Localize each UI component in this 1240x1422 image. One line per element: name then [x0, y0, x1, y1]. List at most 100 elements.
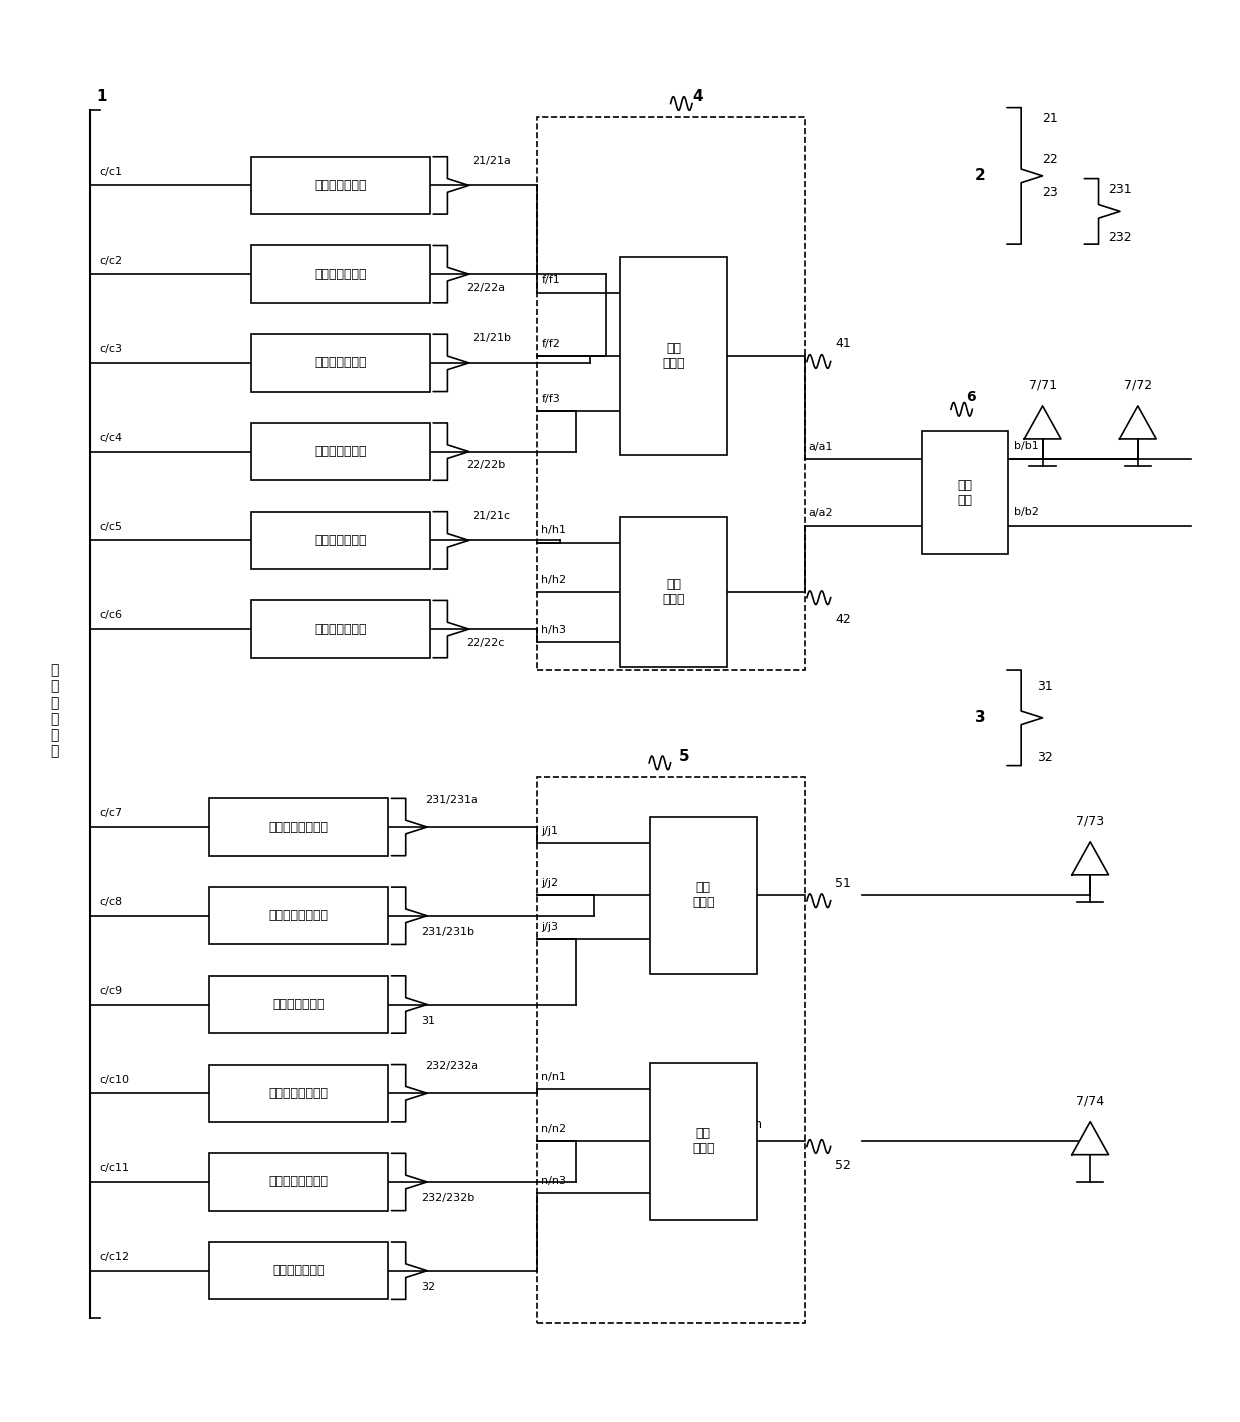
- Text: 7/72: 7/72: [1123, 378, 1152, 392]
- Text: 第一射频收发器: 第一射频收发器: [314, 533, 367, 547]
- Text: 231/231b: 231/231b: [422, 927, 474, 937]
- Text: 232: 232: [1109, 230, 1132, 243]
- Text: 232/232a: 232/232a: [425, 1061, 477, 1071]
- Text: j/j3: j/j3: [542, 921, 558, 931]
- Text: c/c4: c/c4: [99, 432, 123, 444]
- Text: 第二子分集接收器: 第二子分集接收器: [269, 1176, 329, 1189]
- Bar: [250, 334, 429, 391]
- Text: c/c6: c/c6: [99, 610, 123, 620]
- Text: c/c12: c/c12: [99, 1251, 130, 1263]
- Bar: [620, 257, 727, 455]
- Text: 射
频
控
制
模
块: 射 频 控 制 模 块: [51, 664, 58, 758]
- Text: 1: 1: [97, 90, 107, 104]
- Text: c/c8: c/c8: [99, 897, 123, 907]
- Bar: [923, 431, 1008, 555]
- Text: 第一
合路器: 第一 合路器: [662, 343, 684, 370]
- Text: n/n1: n/n1: [542, 1072, 567, 1082]
- Text: 231/231a: 231/231a: [425, 795, 477, 805]
- Text: 21/21b: 21/21b: [472, 333, 511, 343]
- Text: 22/22a: 22/22a: [466, 283, 506, 293]
- Bar: [210, 887, 388, 944]
- Text: 52: 52: [836, 1159, 852, 1172]
- Text: 4: 4: [692, 90, 703, 104]
- Text: b/b1: b/b1: [1014, 441, 1039, 451]
- Bar: [250, 512, 429, 569]
- Text: 51: 51: [836, 876, 852, 890]
- Text: 2: 2: [975, 168, 986, 183]
- Text: 22/22b: 22/22b: [466, 461, 506, 471]
- Text: 第一分集接收器: 第一分集接收器: [314, 623, 367, 636]
- Text: k: k: [749, 873, 756, 886]
- Text: 7/73: 7/73: [1076, 815, 1105, 828]
- Text: 第一分集接收器: 第一分集接收器: [314, 267, 367, 280]
- Text: c/c10: c/c10: [99, 1075, 130, 1085]
- Text: g: g: [718, 333, 725, 346]
- Text: n/n3: n/n3: [542, 1176, 567, 1186]
- Polygon shape: [1071, 1122, 1109, 1155]
- Text: c/c3: c/c3: [99, 344, 123, 354]
- Text: 23: 23: [1043, 186, 1059, 199]
- Text: 第一射频收发器: 第一射频收发器: [314, 357, 367, 370]
- Text: c/c11: c/c11: [99, 1163, 130, 1173]
- Text: 第一
开关: 第一 开关: [957, 479, 972, 506]
- Text: 5: 5: [678, 748, 689, 764]
- Text: 7/74: 7/74: [1076, 1095, 1105, 1108]
- Text: 22: 22: [1043, 154, 1059, 166]
- Text: m: m: [750, 1118, 761, 1130]
- Text: c/c1: c/c1: [99, 166, 123, 176]
- Text: 231: 231: [1109, 183, 1132, 196]
- Bar: [210, 1241, 388, 1300]
- Bar: [620, 518, 727, 667]
- Polygon shape: [1120, 405, 1156, 439]
- Text: h/h1: h/h1: [542, 525, 567, 536]
- Text: 31: 31: [422, 1015, 435, 1025]
- Text: n/n2: n/n2: [542, 1123, 567, 1133]
- Text: f/f2: f/f2: [542, 338, 560, 348]
- Bar: [210, 1153, 388, 1210]
- Text: 21/21a: 21/21a: [472, 156, 511, 166]
- Text: j/j1: j/j1: [542, 826, 558, 836]
- Text: 3: 3: [975, 711, 986, 725]
- Text: a/a1: a/a1: [808, 442, 832, 452]
- Text: b/b2: b/b2: [1014, 508, 1039, 518]
- Text: 第一射频收发器: 第一射频收发器: [314, 179, 367, 192]
- Text: 第二分集接收器: 第二分集接收器: [273, 1264, 325, 1277]
- Bar: [250, 156, 429, 215]
- Text: c/c7: c/c7: [99, 808, 123, 819]
- Text: 41: 41: [836, 337, 851, 350]
- Text: 第一分集接收器: 第一分集接收器: [314, 445, 367, 458]
- Text: 第一子分集接收器: 第一子分集接收器: [269, 909, 329, 923]
- Text: h/h3: h/h3: [542, 624, 567, 634]
- Bar: [537, 776, 805, 1322]
- Text: 第二子分集接收器: 第二子分集接收器: [269, 1086, 329, 1099]
- Bar: [250, 246, 429, 303]
- Bar: [210, 975, 388, 1034]
- Text: h/h2: h/h2: [542, 574, 567, 584]
- Bar: [537, 117, 805, 670]
- Bar: [210, 798, 388, 856]
- Bar: [210, 1065, 388, 1122]
- Text: 6: 6: [966, 390, 976, 404]
- Text: 第一子分集接收器: 第一子分集接收器: [269, 820, 329, 833]
- Text: f/f3: f/f3: [542, 394, 560, 404]
- Bar: [250, 600, 429, 658]
- Polygon shape: [1071, 842, 1109, 875]
- Text: c/c2: c/c2: [99, 256, 123, 266]
- Text: 21/21c: 21/21c: [472, 510, 511, 520]
- Text: f/f1: f/f1: [542, 276, 560, 286]
- Text: 7/71: 7/71: [1028, 378, 1056, 392]
- Text: j/j2: j/j2: [542, 877, 558, 887]
- Text: 232/232b: 232/232b: [422, 1193, 475, 1203]
- Text: 31: 31: [1037, 680, 1053, 693]
- Bar: [250, 422, 429, 481]
- Text: 第三
合路器: 第三 合路器: [692, 882, 714, 909]
- Text: 21: 21: [1043, 112, 1059, 125]
- Text: i: i: [720, 569, 723, 583]
- Bar: [650, 816, 756, 974]
- Text: 22/22c: 22/22c: [466, 637, 505, 648]
- Text: 第二射频收发器: 第二射频收发器: [273, 998, 325, 1011]
- Text: 42: 42: [836, 613, 851, 626]
- Text: c/c9: c/c9: [99, 985, 123, 995]
- Polygon shape: [1024, 405, 1061, 439]
- Text: 32: 32: [422, 1283, 435, 1293]
